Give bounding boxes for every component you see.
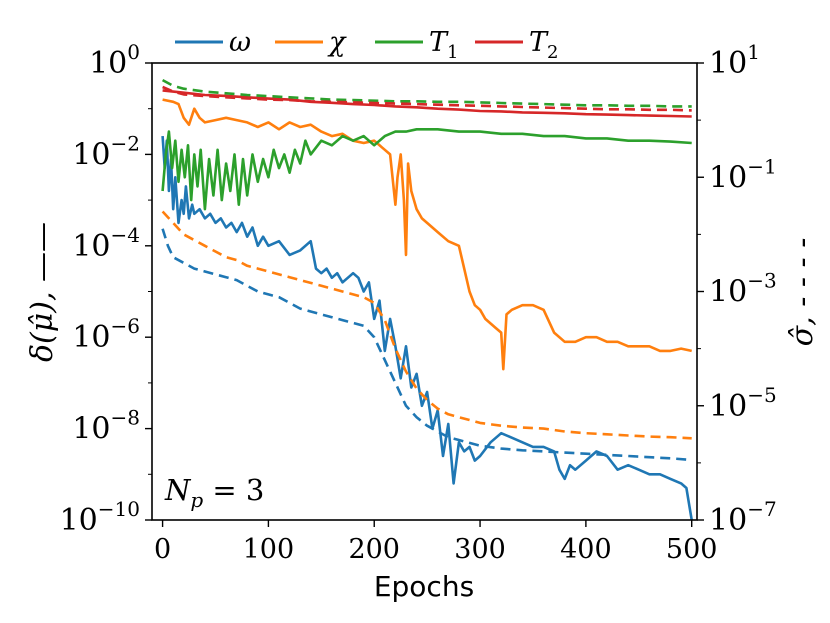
y-left-tick-label: 10−8 xyxy=(72,406,140,447)
y-axis-left-label: δ(μ̂), —— xyxy=(25,222,60,362)
x-tick-label: 100 xyxy=(243,534,295,565)
y-left-tick-label: 10−10 xyxy=(60,497,140,538)
series-line-omega_sigma-dashed xyxy=(161,228,692,462)
y-right-tick-label: 10−7 xyxy=(709,497,777,538)
series-line-T1_sigma-dashed xyxy=(161,78,692,108)
plot-frame xyxy=(151,62,698,521)
series-line-T2_sigma-dashed xyxy=(162,85,692,112)
legend-label-T1: T1 xyxy=(429,27,458,63)
y-right-tick-label: 10−1 xyxy=(709,154,777,195)
x-tick-label: 200 xyxy=(348,534,400,565)
x-tick-label: 300 xyxy=(454,534,506,565)
y-left-tick-label: 100 xyxy=(89,40,140,81)
y-left-tick-label: 10−2 xyxy=(72,131,140,172)
annotation-np: Np = 3 xyxy=(164,473,264,512)
series-line-T1 xyxy=(161,128,692,211)
y-axis-right-label: σ̂, - - - - xyxy=(785,238,820,347)
y-left-tick-label: 10−4 xyxy=(72,223,140,264)
series-line-omega xyxy=(161,136,693,520)
x-tick-label: 400 xyxy=(560,534,612,565)
x-axis-label: Epochs xyxy=(374,570,474,603)
y-right-tick-label: 10−5 xyxy=(709,383,777,424)
x-tick-label: 0 xyxy=(154,534,171,565)
y-left-tick-label: 10−6 xyxy=(72,314,140,355)
series-line-chi_sigma-dashed xyxy=(161,210,692,440)
y-right-tick-label: 101 xyxy=(709,40,760,81)
legend: ω χ T1 T2 xyxy=(175,27,558,63)
y-right-tick-label: 10−3 xyxy=(709,269,777,310)
legend-label-T2: T2 xyxy=(529,27,558,63)
legend-label-chi: χ xyxy=(327,27,347,58)
series-line-chi xyxy=(162,98,692,371)
x-tick-label: 500 xyxy=(666,534,718,565)
legend-label-omega: ω xyxy=(229,27,251,58)
